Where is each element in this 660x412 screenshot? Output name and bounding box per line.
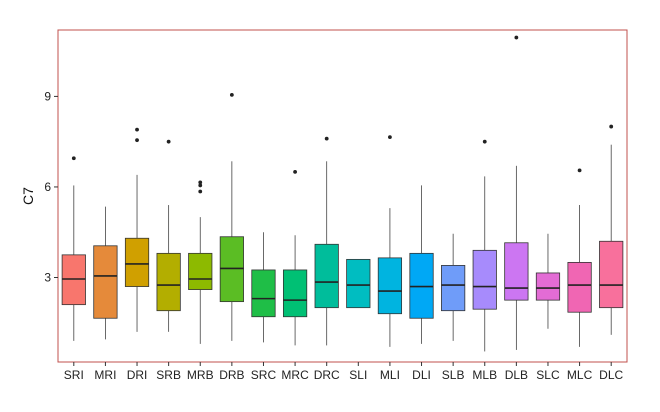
x-tick-label: MLB	[472, 368, 497, 382]
box-drc	[314, 136, 339, 346]
box-iqr	[93, 245, 118, 319]
outlier-point	[135, 138, 139, 143]
box-mlb	[472, 139, 497, 352]
box-iqr	[441, 265, 466, 312]
box-srb	[156, 139, 181, 332]
x-tick-label: MRC	[281, 368, 309, 382]
box-iqr	[472, 249, 497, 310]
x-tick-label: MRB	[187, 368, 214, 382]
x-tick-label: SLC	[536, 368, 560, 382]
x-tick-label: MRI	[94, 368, 116, 382]
box-sri	[61, 156, 86, 341]
outlier-point	[135, 127, 139, 132]
box-iqr	[156, 252, 181, 312]
outlier-point	[324, 136, 329, 141]
box-iqr	[282, 269, 308, 318]
box-mrc	[282, 169, 308, 346]
box-iqr	[346, 258, 371, 309]
box-mrb	[188, 180, 213, 344]
box-src	[251, 232, 276, 343]
box-mlc	[567, 168, 592, 347]
box-dlb	[504, 35, 529, 350]
x-tick-label: DRI	[127, 368, 148, 382]
y-axis: 3 6 9	[44, 89, 58, 284]
x-tick-label: SRC	[251, 368, 277, 382]
y-axis-title: C7	[20, 187, 36, 205]
box-sli	[346, 258, 371, 309]
box-dri	[124, 127, 150, 332]
x-tick-label: MLC	[567, 368, 593, 382]
y-tick-label: 3	[44, 270, 51, 284]
y-tick-label: 9	[44, 89, 51, 103]
outlier-point	[388, 135, 392, 140]
outlier-point	[166, 139, 171, 144]
outlier-point	[198, 180, 203, 185]
box-dlc	[599, 124, 624, 335]
x-tick-label: DRC	[314, 368, 340, 382]
x-tick-label: MLI	[380, 368, 400, 382]
outlier-point	[198, 183, 203, 188]
x-tick-label: SRI	[64, 368, 84, 382]
box-iqr	[188, 252, 213, 290]
box-iqr	[504, 242, 529, 301]
box-iqr	[251, 269, 276, 318]
box-iqr	[567, 261, 592, 313]
plot-panel-border	[57, 29, 628, 363]
box-mli	[377, 135, 403, 347]
box-slc	[535, 233, 561, 329]
box-dli	[409, 185, 434, 344]
box-iqr	[314, 243, 339, 309]
box-iqr	[599, 240, 624, 309]
y-tick-label: 6	[44, 180, 51, 194]
box-series	[61, 35, 624, 352]
x-tick-label: DRB	[219, 368, 244, 382]
outlier-point	[514, 35, 519, 40]
box-mri	[93, 206, 118, 340]
x-tick-label: SRB	[156, 368, 181, 382]
outlier-point	[482, 139, 487, 144]
x-tick-label: SLI	[349, 368, 367, 382]
box-slb	[441, 233, 466, 341]
outlier-point	[609, 124, 614, 129]
box-iqr	[124, 237, 150, 287]
x-tick-label: DLC	[599, 368, 623, 382]
outlier-point	[577, 168, 582, 173]
outlier-point	[198, 189, 203, 194]
outlier-point	[229, 92, 234, 97]
x-axis: SRI MRI DRI SRB MRB DRB SRC MRC DRC SLI MLI DLI SLB M…	[64, 362, 624, 382]
outlier-point	[71, 156, 76, 161]
x-tick-label: DLI	[412, 368, 431, 382]
outlier-point	[293, 169, 297, 174]
box-drb	[219, 92, 244, 341]
box-iqr	[535, 272, 561, 301]
box-iqr	[377, 257, 403, 315]
x-tick-label: SLB	[442, 368, 465, 382]
x-tick-label: DLB	[505, 368, 528, 382]
